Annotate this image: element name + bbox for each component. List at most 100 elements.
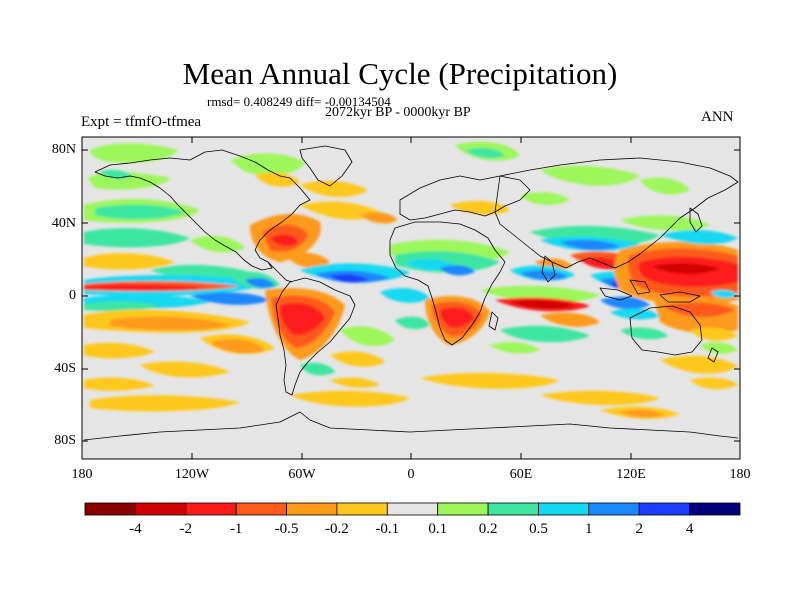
anomaly-region [420, 372, 560, 389]
anomaly-region [490, 342, 540, 354]
colorbar-label: -0.1 [375, 521, 400, 537]
rmsd-diff-stats: rmsd= 0.408249 diff= -0.00134504 [207, 94, 391, 109]
coastline-europe [399, 175, 531, 221]
coastline-borneo [629, 279, 651, 295]
coastline-sumatra [599, 287, 633, 301]
lon-tick-180w: 180 [71, 467, 93, 482]
coastline-antarctica [83, 411, 739, 441]
anomaly-region [210, 339, 265, 354]
anomaly-region [340, 326, 395, 346]
anomaly-region [285, 252, 330, 269]
anomaly-region [84, 377, 155, 391]
anomaly-region [610, 308, 660, 320]
coastline-india [541, 255, 556, 283]
experiment-label: Expt = tfmfO-tfmea [81, 114, 202, 130]
anomaly-region [700, 342, 738, 354]
colorbar-label: -1 [229, 521, 243, 537]
lat-tick-80n: 80N [51, 142, 76, 157]
lon-tick-marks [191, 137, 632, 459]
anomaly-region [440, 265, 475, 276]
anomaly-region [395, 316, 430, 330]
colorbar-label: 2 [635, 521, 643, 537]
colorbar-swatch [386, 502, 439, 516]
colorbar-swatch [185, 502, 237, 516]
coastline-central-america [267, 261, 293, 283]
coastline-africa [389, 221, 506, 346]
coastline-north-america [94, 149, 311, 271]
anomaly-region [440, 307, 474, 328]
anomaly-region [300, 180, 368, 197]
lat-tick-marks [82, 149, 740, 442]
coastline-australia [629, 305, 703, 356]
colorbar-label: 1 [585, 521, 593, 537]
colorbar-swatch [235, 502, 287, 516]
anomaly-region [662, 302, 735, 318]
coastline-japan [689, 207, 703, 233]
time-period-label: 2072kyr BP - 0000kyr BP [325, 105, 471, 120]
lon-tick-120e: 120E [616, 467, 646, 482]
colorbar-swatch [134, 502, 187, 516]
anomaly-region [330, 377, 380, 388]
anomaly-region [190, 235, 245, 253]
anomaly-region [620, 409, 665, 418]
lon-tick-120w: 120W [174, 467, 210, 482]
anomaly-region [330, 274, 368, 283]
colorbar-swatch [487, 502, 539, 516]
anomaly-region [300, 201, 380, 220]
anomaly-region [300, 362, 335, 376]
lon-tick-60e: 60E [509, 467, 533, 482]
coastlines [83, 145, 739, 441]
lat-tick-0: 0 [69, 288, 76, 303]
coastline-south-america [275, 277, 356, 396]
colorbar-label: -4 [129, 521, 142, 537]
anomaly-region [600, 296, 650, 310]
lon-tick-60w: 60W [288, 467, 316, 482]
coastline-new-guinea [659, 291, 701, 303]
anomaly-region [90, 143, 178, 163]
colorbar [84, 502, 741, 516]
anomaly-region [84, 301, 160, 312]
lat-tick-40n: 40N [51, 216, 76, 231]
anomaly-region [245, 278, 275, 288]
colorbar-swatch [689, 502, 741, 516]
lat-tick-40s: 40S [54, 361, 76, 376]
coastline-greenland [299, 145, 353, 187]
lon-tick-0: 0 [407, 467, 415, 482]
season-label: ANN [701, 109, 734, 125]
anomaly-region [330, 351, 385, 367]
anomaly-region [110, 316, 230, 331]
colorbar-label: 0.5 [529, 521, 548, 537]
anomaly-region [90, 395, 240, 412]
anomaly-region [652, 263, 720, 274]
anomaly-region [660, 229, 738, 245]
anomaly-region [465, 148, 505, 158]
colorbar-label: 4 [685, 521, 694, 537]
anomaly-region [620, 215, 710, 231]
colorbar-swatch [638, 502, 691, 516]
colorbar-swatch [286, 502, 338, 516]
colorbar-swatch [437, 502, 489, 516]
anomaly-region [230, 153, 305, 175]
coastline-asia [494, 157, 739, 269]
colorbar-swatch [588, 502, 640, 516]
colorbar-label: -2 [179, 521, 193, 537]
anomaly-region [640, 177, 690, 195]
anomaly-region [84, 228, 190, 248]
precipitation-anomaly-field [83, 141, 739, 441]
colorbar-label: -0.2 [325, 521, 349, 537]
anomaly-region [190, 292, 270, 305]
anomaly-region [500, 325, 590, 343]
colorbar-label: -0.5 [274, 521, 299, 537]
anomaly-region [540, 165, 640, 186]
anomaly-region [710, 289, 738, 299]
anomaly-region [690, 377, 738, 390]
anomaly-region [279, 303, 325, 336]
anomaly-region [380, 288, 430, 303]
anomaly-region [540, 390, 660, 406]
anomaly-region [84, 342, 155, 359]
anomaly-region [290, 390, 410, 407]
coastline-madagascar [488, 311, 499, 331]
colorbar-swatch [84, 502, 136, 516]
anomaly-region [540, 312, 600, 327]
anomaly-region [660, 355, 738, 374]
